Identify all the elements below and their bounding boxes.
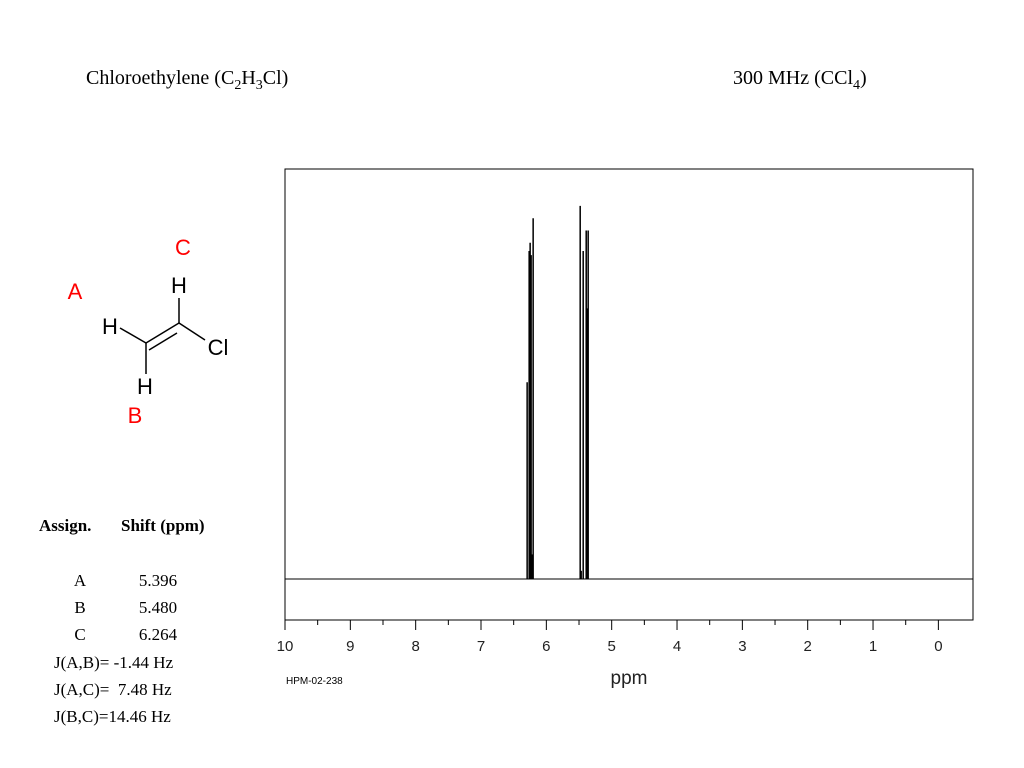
x-tick-label: 3 bbox=[738, 638, 746, 655]
shift: 5.480 bbox=[139, 598, 177, 617]
subscript: 3 bbox=[256, 78, 263, 93]
text-part: Chloroethylene (C bbox=[86, 67, 234, 89]
atom-label: B bbox=[128, 403, 143, 428]
coupling: J(A,B)= -1.44 Hz bbox=[54, 653, 174, 672]
subscript: 2 bbox=[234, 78, 241, 93]
x-axis-label: ppm bbox=[611, 668, 648, 689]
atom-label: H bbox=[171, 273, 187, 298]
atom-label: H bbox=[137, 374, 153, 399]
text-part: Cl) bbox=[263, 67, 289, 89]
text-part: ) bbox=[860, 67, 867, 89]
shift: 5.396 bbox=[139, 571, 177, 590]
assignment: C bbox=[74, 625, 85, 644]
spectrum-code: HPM-02-238 bbox=[286, 676, 343, 687]
assignment: B bbox=[74, 598, 85, 617]
coupling: J(B,C)=14.46 Hz bbox=[54, 707, 171, 726]
x-tick-label: 8 bbox=[412, 638, 420, 655]
table-header: Assign. bbox=[39, 516, 91, 535]
shift-table: Assign. Shift (ppm) A 5.396 B 5.480 C 6.264 J(A,… bbox=[39, 516, 205, 726]
x-tick-label: 2 bbox=[804, 638, 812, 655]
x-tick-label: 0 bbox=[934, 638, 942, 655]
x-tick-label: 9 bbox=[346, 638, 354, 655]
text-part: H bbox=[241, 67, 255, 89]
subscript: 4 bbox=[853, 78, 860, 93]
shift: 6.264 bbox=[139, 625, 178, 644]
title: Chloroethylene (C2H3Cl) bbox=[86, 67, 288, 93]
x-tick-label: 6 bbox=[542, 638, 550, 655]
x-tick-label: 10 bbox=[277, 638, 294, 655]
conditions: 300 MHz (CCl4) bbox=[733, 67, 867, 93]
x-tick-label: 1 bbox=[869, 638, 877, 655]
x-tick-label: 5 bbox=[608, 638, 616, 655]
molecule-bonds bbox=[119, 298, 206, 374]
coupling: J(A,C)= 7.48 Hz bbox=[54, 680, 172, 699]
x-tick-label: 7 bbox=[477, 638, 485, 655]
text-part: 300 MHz (CCl bbox=[733, 67, 853, 89]
plot-frame bbox=[284, 168, 974, 621]
assignment: A bbox=[74, 571, 87, 590]
atom-label: A bbox=[68, 279, 83, 304]
atom-label: C bbox=[175, 235, 191, 260]
x-tick-label: 4 bbox=[673, 638, 681, 655]
atom-label: Cl bbox=[208, 335, 229, 360]
table-header: Shift (ppm) bbox=[121, 516, 205, 535]
atom-label: H bbox=[102, 314, 118, 339]
